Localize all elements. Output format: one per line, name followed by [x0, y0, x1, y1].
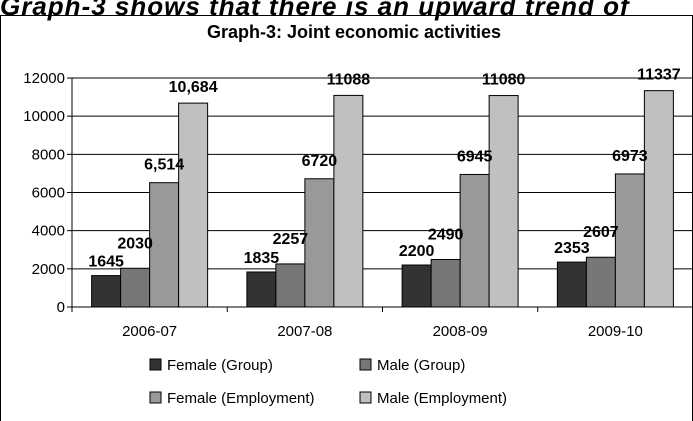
bar — [459, 173, 490, 308]
legend: Female (Group) Male (Group) Female (Employ… — [149, 357, 507, 407]
data-label: 6973 — [612, 148, 648, 165]
y-tick-label: 4000 — [32, 223, 65, 240]
bar — [91, 275, 122, 308]
data-label: 2353 — [554, 240, 590, 257]
bars-group — [91, 90, 674, 308]
chart-title: Graph-3: Joint economic activities — [207, 22, 501, 42]
x-tick-label: 2008-09 — [433, 323, 488, 340]
data-label: 1835 — [244, 250, 280, 267]
data-label: 2257 — [273, 231, 309, 248]
data-label: 11337 — [637, 67, 681, 84]
data-label: 6945 — [457, 148, 493, 165]
y-tick-label: 12000 — [23, 70, 65, 87]
data-label: 1645 — [88, 254, 124, 271]
x-tick-label: 2006-07 — [122, 323, 177, 340]
legend-label: Male (Employment) — [377, 390, 507, 407]
x-tick-label: 2009-10 — [588, 323, 643, 340]
data-label: 2607 — [583, 224, 619, 241]
x-axis: 2006-07 2007-08 2008-09 2009-10 — [71, 306, 693, 340]
bar — [614, 173, 645, 308]
data-labels: 1645 2030 6,514 10,684 1835 2257 6720 11088 2200… — [88, 67, 680, 271]
data-label: 2490 — [428, 226, 464, 243]
legend-swatch — [149, 358, 162, 371]
bar — [556, 261, 587, 308]
bar — [246, 271, 277, 308]
bar — [585, 256, 616, 308]
y-tick-label: 6000 — [32, 185, 65, 202]
legend-swatch — [359, 391, 372, 404]
data-label: 11080 — [482, 72, 526, 89]
bar — [488, 95, 519, 308]
bar — [149, 182, 180, 308]
y-axis: 0 2000 4000 6000 8000 10000 12000 — [23, 70, 73, 316]
data-label: 6720 — [302, 153, 338, 170]
bar — [120, 267, 151, 308]
legend-swatch — [359, 358, 372, 371]
y-tick-label: 2000 — [32, 261, 65, 278]
data-label: 6,514 — [144, 157, 184, 174]
bar — [430, 258, 461, 308]
bar — [275, 263, 306, 308]
legend-label: Female (Employment) — [167, 390, 315, 407]
y-tick-label: 8000 — [32, 146, 65, 163]
bar — [333, 94, 364, 308]
legend-label: Male (Group) — [377, 357, 465, 374]
data-label: 2200 — [399, 243, 435, 260]
data-label: 2030 — [117, 235, 153, 252]
bar — [643, 90, 674, 308]
bar — [401, 264, 432, 308]
legend-swatch — [149, 391, 162, 404]
data-label: 11088 — [327, 71, 371, 88]
bar — [178, 102, 209, 308]
x-tick-label: 2007-08 — [277, 323, 332, 340]
legend-label: Female (Group) — [167, 357, 273, 374]
bar — [304, 178, 335, 308]
data-label: 10,684 — [169, 79, 218, 96]
y-tick-label: 0 — [57, 299, 65, 316]
y-tick-label: 10000 — [23, 108, 65, 125]
